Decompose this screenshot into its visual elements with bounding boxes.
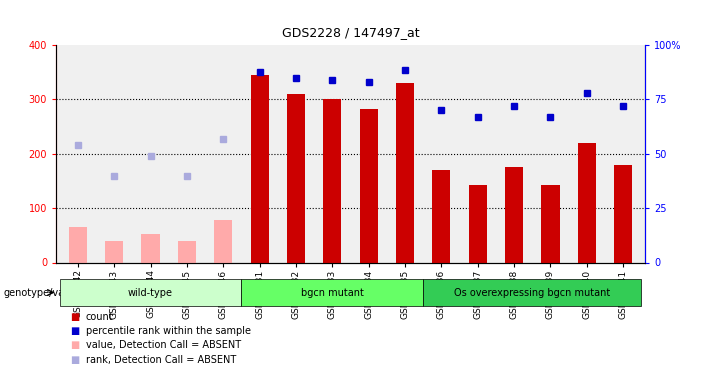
Bar bbox=[250, 75, 268, 262]
Bar bbox=[541, 185, 559, 262]
Text: rank, Detection Call = ABSENT: rank, Detection Call = ABSENT bbox=[86, 355, 236, 364]
Text: ■: ■ bbox=[70, 326, 79, 336]
Bar bbox=[323, 99, 341, 262]
Text: bgcn mutant: bgcn mutant bbox=[301, 288, 364, 297]
Text: ■: ■ bbox=[70, 312, 79, 322]
Bar bbox=[142, 234, 160, 262]
Text: ■: ■ bbox=[70, 340, 79, 350]
Bar bbox=[105, 241, 123, 262]
Bar bbox=[396, 83, 414, 262]
Bar bbox=[469, 185, 486, 262]
Bar bbox=[178, 241, 196, 262]
Text: GDS2228 / 147497_at: GDS2228 / 147497_at bbox=[282, 26, 419, 39]
Text: value, Detection Call = ABSENT: value, Detection Call = ABSENT bbox=[86, 340, 240, 350]
Bar bbox=[69, 227, 87, 262]
Bar bbox=[433, 170, 451, 262]
Text: percentile rank within the sample: percentile rank within the sample bbox=[86, 326, 250, 336]
Text: count: count bbox=[86, 312, 113, 322]
Bar bbox=[287, 94, 305, 262]
Text: ■: ■ bbox=[70, 355, 79, 364]
Bar bbox=[505, 167, 523, 262]
Bar bbox=[614, 165, 632, 262]
Text: Os overexpressing bgcn mutant: Os overexpressing bgcn mutant bbox=[454, 288, 611, 297]
Bar bbox=[215, 220, 232, 262]
Text: wild-type: wild-type bbox=[128, 288, 173, 297]
Bar bbox=[578, 143, 596, 262]
Text: genotype/variation: genotype/variation bbox=[4, 288, 96, 297]
Bar bbox=[360, 109, 378, 262]
